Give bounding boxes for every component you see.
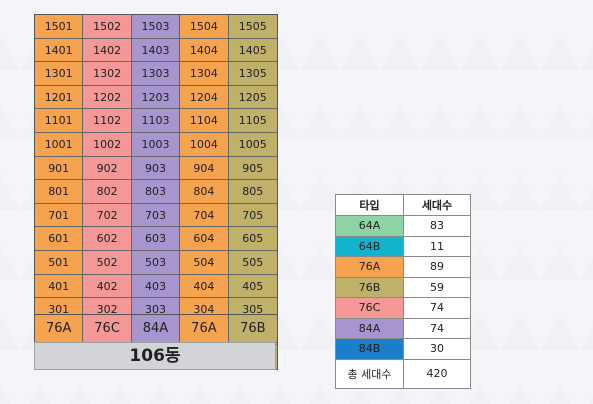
unit-cell: 704 xyxy=(180,203,229,228)
legend-row: 84B 30 xyxy=(335,338,471,360)
unit-cell: 1202 xyxy=(83,85,132,110)
legend-count-cell: 59 xyxy=(403,276,471,298)
unit-cell: 405 xyxy=(228,274,277,299)
unit-cell: 901 xyxy=(35,156,84,181)
unit-cell: 701 xyxy=(35,203,84,228)
unit-cell: 1505 xyxy=(228,15,277,39)
unit-cell: 603 xyxy=(131,227,181,251)
legend-header-type: 타입 xyxy=(335,194,404,216)
unit-cell: 1504 xyxy=(180,15,229,39)
unit-cell: 402 xyxy=(83,274,132,299)
legend-type-cell: 64A xyxy=(335,215,404,237)
unit-cell: 801 xyxy=(35,180,84,204)
legend-count-cell: 74 xyxy=(403,297,471,319)
unit-cell: 504 xyxy=(180,250,229,275)
unit-cell: 401 xyxy=(35,274,84,299)
unit-cell: 1405 xyxy=(228,38,277,63)
unit-cell: 1302 xyxy=(83,62,132,86)
unit-cell: 1501 xyxy=(35,15,84,39)
legend-type-cell: 84B xyxy=(335,338,404,360)
legend-count-cell: 74 xyxy=(403,317,471,339)
type-cell: 76B xyxy=(228,315,277,342)
unit-cell: 503 xyxy=(131,250,181,275)
unit-cell: 601 xyxy=(35,227,84,251)
building-label: 106동 xyxy=(34,342,276,370)
legend-row: 76C 74 xyxy=(335,297,471,319)
legend-row: 76A 89 xyxy=(335,256,471,278)
unit-cell: 903 xyxy=(131,156,181,181)
legend-row: 84A 74 xyxy=(335,317,471,339)
unit-cell: 1103 xyxy=(131,109,181,133)
unit-cell: 404 xyxy=(180,274,229,299)
unit-cell: 902 xyxy=(83,156,132,181)
legend-type-cell: 76B xyxy=(335,276,404,298)
legend-type-cell: 76A xyxy=(335,256,404,278)
legend-table: 타입 세대수 64A 83 64B 11 76A 89 76B 59 76C 74 84A 74 84B… xyxy=(335,194,471,389)
unit-cell: 1301 xyxy=(35,62,84,86)
legend-count-cell: 11 xyxy=(403,235,471,257)
unit-cell: 904 xyxy=(180,156,229,181)
unit-cell: 1204 xyxy=(180,85,229,110)
legend-type-cell: 84A xyxy=(335,317,404,339)
type-cell: 76C xyxy=(83,315,132,342)
unit-cell: 804 xyxy=(180,180,229,204)
unit-cell: 1101 xyxy=(35,109,84,133)
unit-cell: 1203 xyxy=(131,85,181,110)
unit-cell: 1404 xyxy=(180,38,229,63)
legend-type-cell: 64B xyxy=(335,235,404,257)
unit-cell: 1304 xyxy=(180,62,229,86)
legend-row: 64A 83 xyxy=(335,215,471,237)
type-cell: 84A xyxy=(131,315,181,342)
unit-cell: 1104 xyxy=(180,109,229,133)
unit-cell: 1105 xyxy=(228,109,277,133)
legend-type-cell: 76C xyxy=(335,297,404,319)
unit-cell: 1003 xyxy=(131,132,181,157)
legend-total-label: 총 세대수 xyxy=(335,358,404,389)
unit-cell: 1002 xyxy=(83,132,132,157)
legend-total-value: 420 xyxy=(403,358,471,389)
unit-cell: 1201 xyxy=(35,85,84,110)
unit-cell: 605 xyxy=(228,227,277,251)
unit-cell: 702 xyxy=(83,203,132,228)
unit-cell: 1403 xyxy=(131,38,181,63)
legend-header-count: 세대수 xyxy=(403,194,471,216)
legend-total-row: 총 세대수 420 xyxy=(335,358,471,389)
unit-cell: 505 xyxy=(228,250,277,275)
legend-count-cell: 89 xyxy=(403,256,471,278)
unit-cell: 705 xyxy=(228,203,277,228)
unit-cell: 1401 xyxy=(35,38,84,63)
type-cell: 76A xyxy=(35,315,84,342)
unit-cell: 602 xyxy=(83,227,132,251)
type-cell: 76A xyxy=(180,315,229,342)
type-strip: 76A 76C 84A 76A 76B xyxy=(34,314,278,343)
unit-cell: 1502 xyxy=(83,15,132,39)
unit-cell: 1402 xyxy=(83,38,132,63)
unit-cell: 604 xyxy=(180,227,229,251)
unit-cell: 802 xyxy=(83,180,132,204)
unit-cell: 1205 xyxy=(228,85,277,110)
unit-cell: 1005 xyxy=(228,132,277,157)
legend-header-row: 타입 세대수 xyxy=(335,194,471,216)
unit-cell: 1303 xyxy=(131,62,181,86)
unit-cell: 501 xyxy=(35,250,84,275)
unit-cell: 1503 xyxy=(131,15,181,39)
unit-cell: 805 xyxy=(228,180,277,204)
unit-cell: 1004 xyxy=(180,132,229,157)
legend-row: 76B 59 xyxy=(335,276,471,298)
unit-cell: 803 xyxy=(131,180,181,204)
legend-row: 64B 11 xyxy=(335,235,471,257)
unit-cell: 403 xyxy=(131,274,181,299)
unit-cell: 905 xyxy=(228,156,277,181)
legend-count-cell: 30 xyxy=(403,338,471,360)
unit-cell: 1305 xyxy=(228,62,277,86)
unit-cell: 1102 xyxy=(83,109,132,133)
legend-count-cell: 83 xyxy=(403,215,471,237)
unit-cell: 1001 xyxy=(35,132,84,157)
unit-cell: 502 xyxy=(83,250,132,275)
unit-cell: 703 xyxy=(131,203,181,228)
